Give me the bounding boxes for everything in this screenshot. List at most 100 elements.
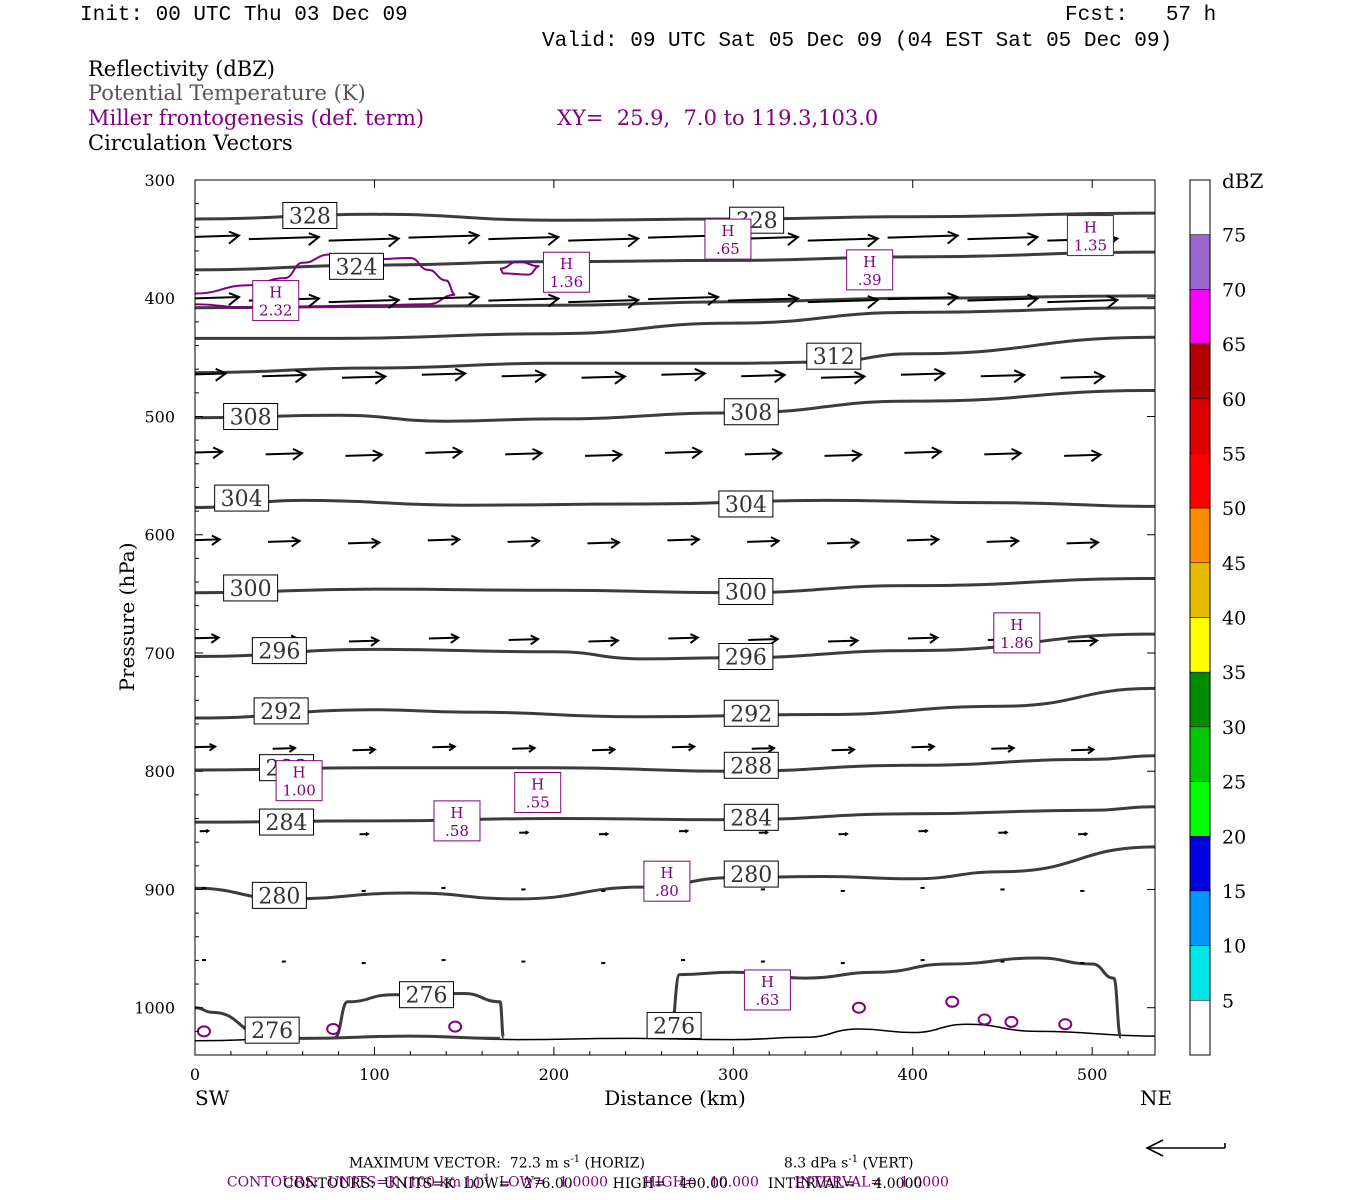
theta-label-box bbox=[282, 201, 338, 229]
circulation-vector bbox=[345, 449, 384, 463]
y-tick-label: 600 bbox=[144, 526, 175, 545]
colorbar-segment bbox=[1189, 1000, 1211, 1056]
circulation-vector bbox=[488, 232, 561, 246]
circulation-vector bbox=[967, 293, 1040, 308]
superscript: -1 bbox=[570, 1154, 581, 1165]
y-tick-label: 700 bbox=[144, 644, 175, 663]
frontogenesis-maximum: H.55 bbox=[514, 772, 562, 813]
circulation-vector bbox=[747, 536, 781, 548]
y-tick-label: 500 bbox=[144, 407, 175, 426]
theta-label: 300 bbox=[725, 580, 767, 605]
circulation-vector bbox=[428, 633, 461, 644]
colorbar-level: 15 bbox=[1222, 881, 1246, 903]
legend-frontogenesis: Miller frontogenesis (def. term) bbox=[88, 106, 425, 130]
theta-contour-312 bbox=[195, 335, 1155, 375]
circulation-vector bbox=[598, 832, 610, 837]
colorbar-segment bbox=[1189, 781, 1211, 837]
circulation-vector bbox=[807, 295, 880, 309]
colorbar-level: 75 bbox=[1222, 225, 1246, 247]
circulation-vector bbox=[1071, 745, 1096, 755]
frontogenesis-cell bbox=[1004, 1015, 1019, 1028]
x-axis-label: Distance (km) bbox=[604, 1086, 746, 1110]
footer-contours-theta: CONTOURS: UNITS=K LOW= 276.00 HIGH= 400.… bbox=[283, 1176, 923, 1192]
circulation-vector bbox=[807, 233, 880, 248]
theta-label-box bbox=[718, 490, 774, 518]
theta-label: 280 bbox=[730, 863, 772, 888]
theta-label: 276 bbox=[653, 1014, 695, 1039]
colorbar-segment bbox=[1189, 289, 1211, 345]
frontogenesis-value: .55 bbox=[526, 794, 550, 812]
y-tick-label: 400 bbox=[144, 289, 175, 308]
colorbar-level: 35 bbox=[1222, 662, 1246, 684]
superscript: -1 bbox=[848, 1154, 859, 1165]
theta-label-box bbox=[253, 697, 309, 725]
footer-max-vector-vert: 8.3 dPa s-1 (VERT) bbox=[775, 1138, 914, 1172]
circulation-vector bbox=[887, 230, 960, 245]
circulation-vector bbox=[588, 636, 620, 647]
circulation-vector bbox=[906, 534, 941, 546]
circulation-vector bbox=[195, 367, 228, 382]
frontogenesis-value: .63 bbox=[755, 991, 779, 1009]
circulation-vector bbox=[272, 744, 297, 753]
circulation-vector bbox=[998, 830, 1009, 835]
circulation-vector bbox=[828, 636, 860, 647]
circulation-vector bbox=[918, 829, 929, 834]
circulation-vector bbox=[664, 446, 704, 460]
circulation-vector bbox=[265, 447, 304, 461]
theta-label-box bbox=[214, 484, 270, 512]
legend-reflectivity: Reflectivity (dBZ) bbox=[88, 57, 276, 81]
high-marker: H bbox=[560, 255, 573, 273]
colorbar-level: 65 bbox=[1222, 334, 1246, 356]
max-vector-vertical: 8.3 dPa s bbox=[783, 1155, 849, 1172]
circulation-vector bbox=[488, 293, 561, 308]
frontogenesis-value: .80 bbox=[655, 882, 679, 900]
frontogenesis-maximum: H1.35 bbox=[1066, 215, 1114, 257]
theta-label: 284 bbox=[730, 806, 772, 831]
circulation-vector bbox=[568, 233, 641, 248]
circulation-vector bbox=[581, 370, 627, 385]
high-marker: H bbox=[863, 253, 876, 271]
theta-label-box bbox=[646, 1011, 702, 1039]
circulation-vector bbox=[427, 534, 462, 546]
theta-label: 276 bbox=[405, 984, 447, 1009]
legend-circulation-vectors: Circulation Vectors bbox=[88, 131, 293, 155]
y-tick-label: 300 bbox=[144, 171, 175, 190]
circulation-vector bbox=[505, 447, 544, 461]
colorbar-segment bbox=[1189, 179, 1211, 235]
circulation-vector bbox=[887, 292, 960, 306]
theta-label-box bbox=[723, 699, 779, 727]
circulation-vector bbox=[195, 292, 241, 306]
circulation-vector bbox=[262, 369, 308, 384]
theta-contour-292 bbox=[195, 686, 1155, 720]
high-marker: H bbox=[660, 864, 673, 882]
colorbar-level: 70 bbox=[1222, 279, 1246, 301]
frontogenesis-contour bbox=[195, 253, 456, 309]
circulation-vector bbox=[826, 537, 861, 549]
frontogenesis-contour bbox=[499, 260, 540, 276]
circulation-vector bbox=[741, 369, 787, 384]
circulation-vector bbox=[584, 449, 624, 463]
circulation-vector bbox=[408, 230, 481, 245]
contours-fronto-units: CONTOURS: UNITS=K (100 km h) bbox=[226, 1174, 481, 1191]
y-tick-label: 1000 bbox=[134, 999, 175, 1018]
circulation-vector bbox=[425, 446, 464, 460]
theta-label-box bbox=[723, 751, 779, 779]
circulation-vector bbox=[648, 292, 721, 306]
colorbar-segment bbox=[1189, 836, 1211, 892]
legend-xy-coordinates: XY= 25.9, 7.0 to 119.3,103.0 bbox=[557, 106, 879, 130]
high-marker: H bbox=[450, 804, 463, 822]
colorbar-segment bbox=[1189, 234, 1211, 290]
theta-label-box bbox=[328, 252, 384, 280]
colorbar-level: 20 bbox=[1222, 826, 1246, 848]
theta-label-box bbox=[723, 860, 779, 888]
high-marker: H bbox=[269, 284, 282, 302]
circulation-vector bbox=[195, 446, 225, 460]
circulation-vector bbox=[501, 369, 548, 384]
x-tick-label: 500 bbox=[1077, 1065, 1108, 1084]
theta-contour-316 bbox=[195, 306, 1155, 340]
theta-label-box bbox=[398, 981, 454, 1009]
frontogenesis-value: .58 bbox=[445, 822, 469, 840]
colorbar-level: 40 bbox=[1222, 608, 1246, 630]
circulation-vector bbox=[1066, 537, 1101, 549]
